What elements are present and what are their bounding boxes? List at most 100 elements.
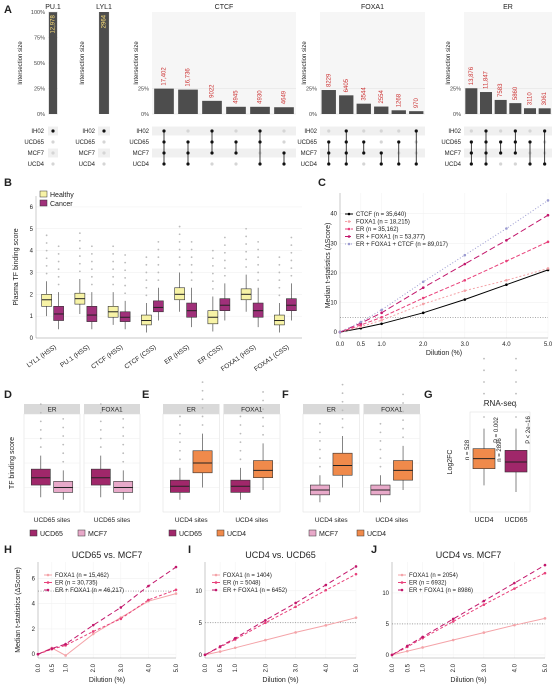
matrix-dot [51,129,55,133]
outlier-point [211,287,214,290]
series-point [354,616,358,619]
facet-title: ER [327,407,336,414]
x-tick-label: UCD4 sites [375,517,409,524]
x-axis-label: Dilution (%) [450,677,486,684]
matrix-row-bg [320,159,425,169]
outlier-point [262,391,264,393]
chart-title: RNA-seq [484,399,516,408]
outlier-point [145,271,148,274]
x-tick-label: PU.1 (HSS) [59,344,91,369]
outlier-point [78,232,81,235]
chart-title: UCD4 vs. UCD65 [245,550,316,560]
x-tick-label: 4.0 [324,663,330,672]
matrix-row-bg [464,159,552,169]
set-label: IH02 [136,129,149,135]
series-point [513,623,516,627]
outlier-point [319,448,321,451]
legend-label: CTCF (n = 35,640) [356,212,406,218]
x-tick-label: 2.0 [451,663,457,672]
outlier-point [157,256,160,259]
outlier-point [78,255,81,257]
matrix-dot [499,129,503,133]
bar-value-label: 3061 [542,91,548,105]
outlier-point [124,261,127,264]
outlier-point [278,256,281,259]
outlier-point [515,381,517,383]
set-label: IH02 [82,129,95,135]
y-tick-label: 0 [30,336,34,342]
x-tick-label: 0.5 [357,342,366,348]
legend-label: MCF7 [88,531,107,538]
x-tick-label: 5.0 [174,663,180,672]
y-tick-label: 0 [199,653,203,659]
matrix-dot [379,129,383,133]
outlier-point [290,274,293,277]
outlier-point [62,460,65,463]
outlier-point [262,416,264,419]
legend-label: ER + FOXA1 + CTCF (n = 89,017) [356,242,448,248]
y-tick-label: 0 [32,652,36,658]
outlier-point [90,260,93,263]
panel-label-c: C [318,177,326,189]
x-tick-label: 5.0 [543,663,549,672]
outlier-point [179,432,181,435]
outlier-point [99,403,102,406]
bar-value-label: 4930 [258,90,264,104]
matrix-dot [186,129,190,133]
box-healthy [274,314,285,326]
legend-swatch-cancer [39,199,48,207]
set-label: UCD4 [445,162,462,168]
series-point [218,650,222,653]
series-point [324,583,328,587]
series-point [174,592,178,595]
series-point [264,638,267,642]
bar [178,89,198,114]
set-label: IH02 [304,129,317,135]
x-tick-label: UCD65 sites [94,517,131,524]
series-point [406,644,409,648]
x-axis-label: Dilution (%) [89,677,125,684]
x-tick-label: 0.0 [336,342,345,348]
outlier-point [62,443,65,446]
series-point [119,617,123,621]
outlier-point [201,389,204,392]
bar-value-label: 3110 [528,92,534,106]
outlier-point [62,452,65,455]
series-point [294,631,297,634]
y-tick-label: 2 [30,292,34,298]
upset-title: PU.1 [45,4,61,11]
outlier-point [341,418,344,420]
outlier-point [379,422,382,425]
y-tick-label: 0% [37,112,45,118]
outlier-point [402,427,404,430]
bar-value-label: 9022 [210,84,216,98]
outlier-point [223,251,226,254]
outlier-point [211,272,214,275]
set-label: UCD4 [133,162,150,168]
box [30,468,51,486]
bar-value-label: 13,876 [469,66,475,85]
set-label: UCD65 [297,140,317,146]
series-point [359,320,363,324]
outlier-point [57,252,60,255]
x-tick-label: 0.5 [218,663,224,672]
legend-label: ER + FOXA1 (n = 8986) [409,588,473,594]
legend-point [46,588,50,592]
y-tick-label: 75% [34,36,45,42]
set-label: MCF7 [133,151,150,157]
box [192,450,213,474]
y-tick-label: 25% [450,87,461,93]
outlier-point [201,424,204,426]
x-tick-label: 0.0 [203,663,209,672]
outlier-point [245,243,248,245]
outlier-point [319,465,321,468]
legend-label: UCD4 [227,531,246,538]
bar [154,88,174,114]
y-tick-label: 25% [306,87,317,93]
box-cancer [286,298,297,311]
series-point [421,302,425,306]
series-point [463,262,467,266]
outlier-point [78,262,81,265]
outlier-point [190,256,193,259]
outlier-point [122,452,125,455]
